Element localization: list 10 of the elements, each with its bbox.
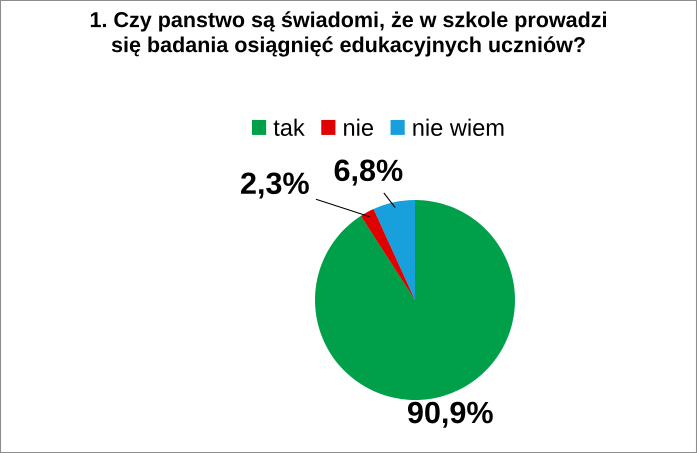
- legend-label: nie wiem: [413, 118, 504, 136]
- pie-slice: [374, 200, 415, 300]
- data-label: 6,8%: [334, 160, 402, 186]
- data-label: 2,3%: [241, 172, 309, 199]
- pie-slice: [360, 208, 415, 300]
- legend-label: nie: [344, 118, 373, 136]
- pie-slice: [315, 200, 515, 400]
- data-label: 90,9%: [408, 402, 493, 428]
- legend-label: tak: [274, 118, 305, 136]
- chart-title: 1. Czy panstwo są świadomi, że w szkole prowadzi się badania osiągnięć edukacyjnych uczniów?: [90, 11, 606, 57]
